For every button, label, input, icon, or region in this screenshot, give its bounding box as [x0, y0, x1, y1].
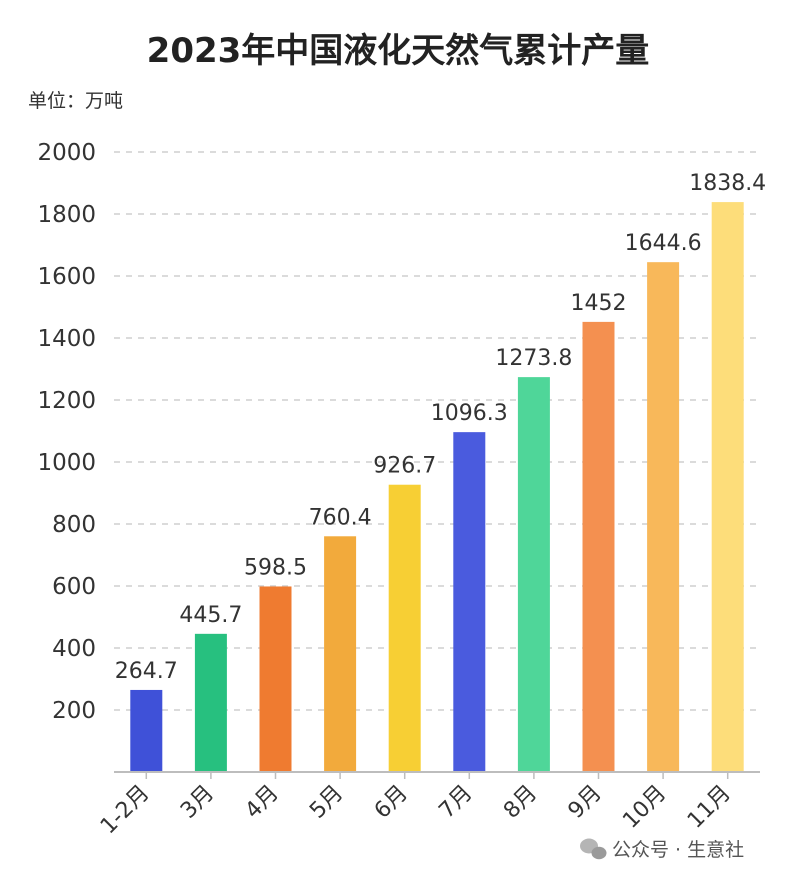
unit-label: 单位：万吨	[28, 90, 123, 112]
data-label: 264.7	[115, 659, 178, 684]
y-tick-label: 600	[52, 574, 96, 600]
data-label: 1452	[571, 291, 627, 316]
wechat-icon	[580, 838, 607, 860]
x-axis-ticks: 1-2月 3月 4月 5月 6月 7月 8月 9月 10月 11月	[96, 772, 736, 839]
bars	[130, 202, 744, 772]
watermark-text: 公众号 · 生意社	[612, 839, 744, 861]
y-tick-label: 800	[52, 512, 96, 538]
y-tick-label: 1200	[37, 388, 96, 414]
x-tick-label: 8月	[499, 781, 542, 824]
bar	[259, 586, 292, 772]
y-tick-label: 1400	[37, 326, 96, 352]
y-tick-label: 400	[52, 636, 96, 662]
bar	[324, 536, 357, 772]
bar	[517, 377, 550, 772]
bar	[130, 689, 163, 772]
data-label: 760.4	[309, 505, 372, 530]
y-tick-label: 1000	[37, 450, 96, 476]
bar	[647, 262, 680, 772]
x-tick-label: 4月	[241, 781, 284, 824]
bar	[711, 202, 744, 772]
data-label: 926.7	[373, 454, 436, 479]
x-tick-label: 3月	[176, 781, 219, 824]
data-label: 1644.6	[625, 231, 702, 256]
x-tick-label: 11月	[683, 781, 736, 834]
bar	[582, 321, 615, 772]
x-tick-label: 6月	[370, 781, 413, 824]
x-tick-label: 5月	[305, 781, 348, 824]
x-tick-label: 7月	[434, 781, 477, 824]
y-tick-label: 200	[52, 698, 96, 724]
chart-title: 2023年中国液化天然气累计产量	[147, 31, 650, 71]
watermark: 公众号 · 生意社	[580, 838, 744, 861]
data-label: 598.5	[244, 555, 307, 580]
y-tick-label: 2000	[37, 140, 96, 166]
data-label: 1096.3	[431, 401, 508, 426]
x-tick-label: 9月	[564, 781, 607, 824]
data-label: 1273.8	[495, 346, 572, 371]
y-axis-ticks: 200 400 600 800 1000 1200 1400 1600 1800 2000	[37, 140, 96, 724]
bar	[388, 484, 421, 772]
x-tick-label: 1-2月	[96, 781, 155, 840]
bar	[453, 432, 486, 772]
y-tick-label: 1800	[37, 202, 96, 228]
bar	[194, 633, 227, 772]
data-label: 1838.4	[689, 171, 766, 196]
x-tick-label: 10月	[618, 781, 671, 834]
y-tick-label: 1600	[37, 264, 96, 290]
data-label: 445.7	[179, 603, 242, 628]
